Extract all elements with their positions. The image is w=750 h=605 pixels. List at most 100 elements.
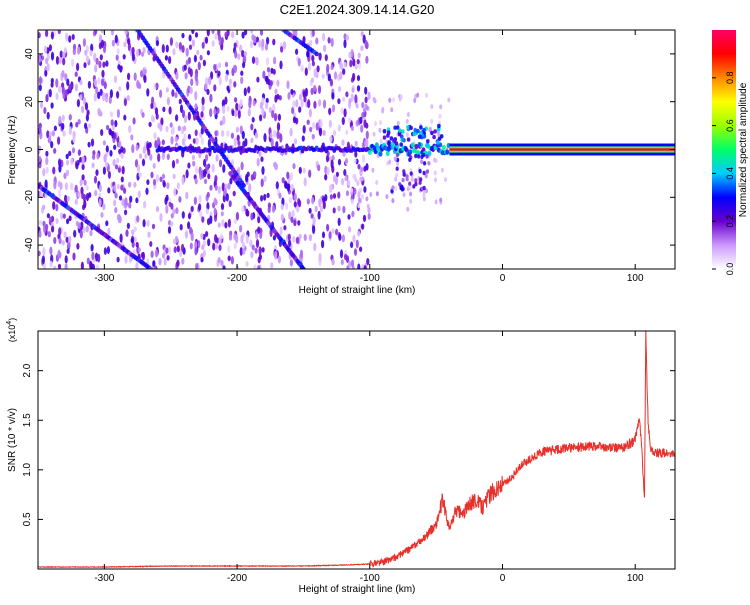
heatmap-cell (388, 97, 392, 103)
heatmap-cell (185, 169, 189, 179)
heatmap-cell (80, 221, 84, 231)
heatmap-cell (302, 167, 306, 174)
heatmap-cell (272, 129, 277, 138)
heatmap-cell (321, 239, 325, 249)
heatmap-cell (80, 261, 84, 269)
heatmap-cell (162, 106, 166, 112)
heatmap-cell (71, 33, 75, 41)
heatmap-cell (283, 225, 287, 231)
heatmap-cell (290, 88, 294, 95)
heatmap-cell (375, 180, 379, 185)
heatmap-cell (181, 109, 186, 119)
heatmap-cell (404, 147, 409, 153)
heatmap-cell (258, 246, 262, 256)
heatmap-cell (85, 184, 89, 191)
heatmap-cell (123, 41, 127, 48)
heatmap-cell (339, 61, 343, 70)
heatmap-cell (40, 102, 44, 109)
heatmap-cell (102, 61, 106, 68)
heatmap-cell (417, 142, 422, 147)
heatmap-cell (263, 193, 267, 201)
heatmap-cell (342, 68, 346, 75)
snr-x-label: Height of straight line (km) (299, 584, 416, 595)
heatmap-cell (318, 198, 322, 208)
heatmap-cell (350, 125, 354, 132)
heatmap-cell (200, 137, 204, 146)
heatmap-cell (298, 199, 302, 208)
heatmap-cell (154, 139, 158, 149)
heatmap-cell (378, 127, 382, 133)
heatmap-cell (195, 137, 199, 145)
heatmap-cell (367, 212, 371, 220)
heatmap-cell (165, 125, 169, 133)
heatmap-cell (122, 54, 126, 60)
heatmap-cell (124, 255, 128, 264)
heatmap-cell (107, 170, 111, 179)
heatmap-cell (79, 179, 83, 186)
heatmap-cell (117, 167, 121, 173)
heatmap-cell (63, 172, 67, 180)
heatmap-cell (133, 72, 137, 81)
heatmap-cell (420, 159, 424, 165)
heatmap-cell (289, 172, 293, 181)
heatmap-cell (437, 132, 441, 137)
heatmap-cell (267, 206, 271, 214)
heatmap-cell (220, 259, 224, 267)
heatmap-cell (250, 251, 254, 259)
heatmap-cell (77, 46, 81, 55)
heatmap-cell (217, 62, 222, 69)
heatmap-cell (79, 229, 83, 239)
heatmap-cell (418, 180, 422, 185)
heatmap-cell (260, 156, 264, 162)
x-tick-label: 0 (500, 573, 506, 584)
heatmap-cell (413, 98, 417, 103)
heatmap-cell (157, 153, 161, 163)
heatmap-cell (366, 203, 370, 209)
heatmap-cell (363, 165, 367, 172)
heatmap-cell (224, 61, 229, 68)
heatmap-cell (425, 169, 429, 174)
heatmap-cell (100, 129, 104, 136)
heatmap-cell (437, 123, 441, 129)
heatmap-cell (109, 149, 113, 157)
heatmap-cell (207, 218, 211, 226)
heatmap-cell (135, 262, 139, 269)
heatmap-cell (57, 249, 61, 259)
heatmap-cell (259, 30, 264, 36)
heatmap-cell (331, 92, 335, 100)
heatmap-cell (207, 138, 211, 148)
heatmap-cell (345, 129, 349, 135)
heatmap-cell (419, 125, 423, 130)
heatmap-cell (395, 166, 399, 171)
heatmap-cell (161, 139, 165, 146)
heatmap-cell (217, 185, 222, 195)
heatmap-cell (237, 109, 241, 119)
heatmap-cell (38, 54, 42, 64)
heatmap-cell (189, 86, 193, 95)
heatmap-cell (50, 82, 54, 88)
heatmap-cell (291, 106, 295, 115)
heatmap-cell (360, 167, 364, 172)
heatmap-cell (91, 251, 95, 261)
heatmap-cell (211, 40, 215, 47)
heatmap-cell (174, 136, 178, 143)
heatmap-cell (50, 51, 55, 61)
heatmap-cell (135, 241, 139, 248)
heatmap-cell (94, 189, 98, 197)
heatmap-cell (255, 36, 259, 43)
heatmap-cell (382, 129, 387, 134)
heatmap-cell (225, 193, 229, 202)
heatmap-cell (64, 255, 68, 264)
heatmap-cell (133, 181, 137, 188)
colorbar-tick-label: 0.8 (725, 72, 735, 85)
heatmap-cell (209, 184, 213, 191)
snr-multiplier-base: (x10 (7, 325, 17, 343)
heatmap-cell (330, 159, 334, 169)
heatmap-cell (422, 128, 426, 133)
heatmap-cell (126, 81, 130, 91)
heatmap-cell (379, 120, 382, 126)
heatmap-cell (116, 108, 120, 118)
heatmap-cell (207, 173, 211, 180)
heatmap-cell (128, 125, 132, 134)
heatmap-cell (131, 144, 135, 154)
